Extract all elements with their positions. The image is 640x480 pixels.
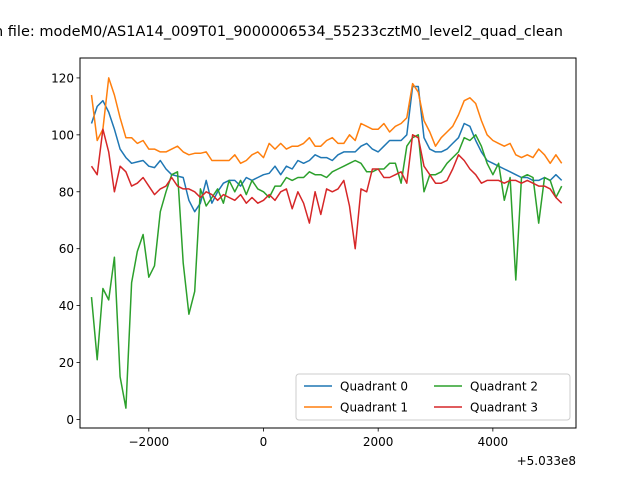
plot-frame (79, 57, 577, 429)
x-tick-label: 2000 (363, 435, 394, 449)
series-line-quadrant-3 (90, 128, 563, 250)
legend-item-quadrant-2[interactable]: Quadrant 2 (434, 380, 538, 394)
y-tick-label: 60 (59, 242, 74, 256)
y-tick-label: 120 (51, 71, 74, 85)
y-tick-label: 20 (59, 356, 74, 370)
x-axis-offset-label: +5.033e8 (517, 454, 576, 468)
x-axis: −2000 0 2000 4000 (129, 428, 509, 449)
x-tick-label: 4000 (478, 435, 509, 449)
plot-lines (90, 77, 563, 409)
legend-label: Quadrant 3 (470, 401, 538, 415)
legend-item-quadrant-3[interactable]: Quadrant 3 (434, 401, 538, 415)
legend-label: Quadrant 1 (340, 401, 408, 415)
y-tick-label: 0 (66, 413, 74, 427)
legend-label: Quadrant 2 (470, 380, 538, 394)
legend-item-quadrant-1[interactable]: Quadrant 1 (304, 401, 408, 415)
series-line-quadrant-2 (90, 134, 563, 409)
legend-item-quadrant-0[interactable]: Quadrant 0 (304, 380, 408, 394)
y-axis: 0 20 40 60 80 100 120 (51, 71, 80, 427)
y-tick-label: 80 (59, 185, 74, 199)
y-tick-label: 40 (59, 299, 74, 313)
x-tick-label: 0 (260, 435, 268, 449)
x-tick-label: −2000 (129, 435, 170, 449)
y-tick-label: 100 (51, 128, 74, 142)
legend-box (295, 373, 571, 421)
legend[interactable]: Quadrant 0 Quadrant 1 Quadrant 2 Quadrant 3 (295, 373, 571, 421)
chart-title: n file: modeM0/AS1A14_009T01_9000006534_… (0, 24, 563, 40)
series-line-quadrant-1 (90, 77, 563, 165)
series-line-quadrant-0 (90, 85, 563, 213)
legend-label: Quadrant 0 (340, 380, 408, 394)
